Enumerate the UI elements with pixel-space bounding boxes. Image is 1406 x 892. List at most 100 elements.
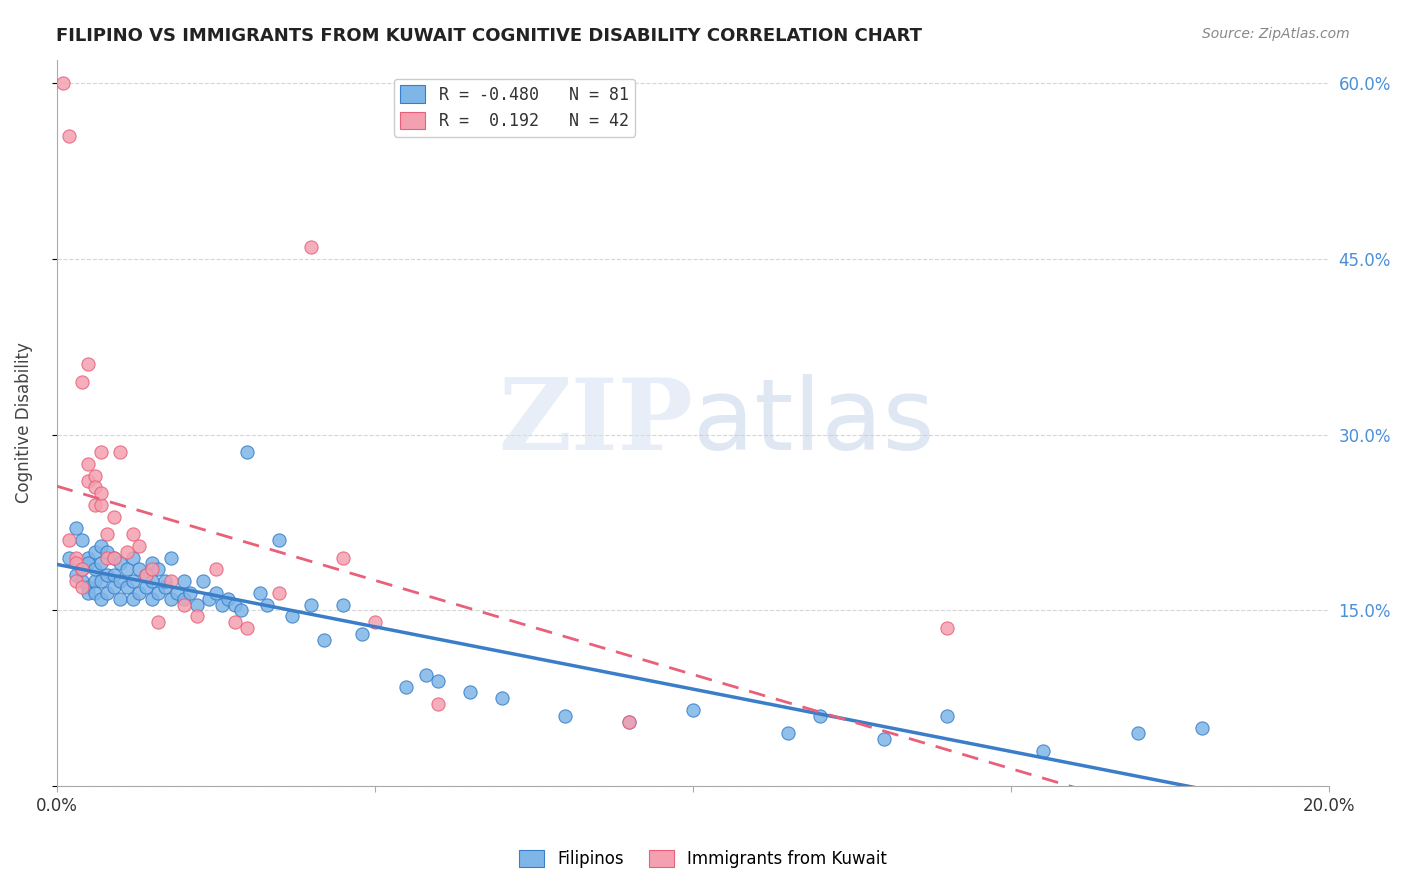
Point [617, 714, 640, 729]
Point [77, 580, 100, 594]
Point [224, 598, 246, 612]
Y-axis label: Cognitive Disability: Cognitive Disability [15, 343, 32, 503]
Point [70, 562, 93, 576]
Point [256, 598, 278, 612]
Point [122, 591, 145, 606]
Point [395, 680, 418, 694]
Point [269, 533, 291, 547]
Point [103, 568, 125, 582]
Point [141, 574, 163, 588]
Point [77, 357, 100, 371]
Point [427, 697, 450, 711]
Point [65, 574, 87, 588]
Point [1126, 726, 1149, 740]
Point [115, 580, 138, 594]
Text: ZIP: ZIP [498, 375, 693, 471]
Point [249, 586, 271, 600]
Point [281, 609, 304, 624]
Point [682, 703, 704, 717]
Point [83, 480, 105, 494]
Point [173, 574, 195, 588]
Point [332, 598, 354, 612]
Point [58, 533, 80, 547]
Point [160, 550, 183, 565]
Point [103, 509, 125, 524]
Point [173, 598, 195, 612]
Point [96, 527, 118, 541]
Point [77, 550, 100, 565]
Point [110, 557, 132, 571]
Point [224, 615, 246, 629]
Point [217, 591, 239, 606]
Point [160, 591, 183, 606]
Point [90, 557, 112, 571]
Point [141, 562, 163, 576]
Point [103, 580, 125, 594]
Point [83, 468, 105, 483]
Point [204, 562, 226, 576]
Point [299, 598, 322, 612]
Point [77, 586, 100, 600]
Point [96, 568, 118, 582]
Point [77, 475, 100, 489]
Point [83, 498, 105, 512]
Point [115, 545, 138, 559]
Point [186, 609, 208, 624]
Point [173, 591, 195, 606]
Point [90, 591, 112, 606]
Point [160, 574, 183, 588]
Point [90, 498, 112, 512]
Point [269, 586, 291, 600]
Point [166, 586, 188, 600]
Point [148, 562, 170, 576]
Point [110, 445, 132, 459]
Point [128, 562, 150, 576]
Point [52, 76, 75, 90]
Point [128, 539, 150, 553]
Point [90, 445, 112, 459]
Point [65, 568, 87, 582]
Point [70, 562, 93, 576]
Point [872, 732, 894, 747]
Point [236, 445, 259, 459]
Point [332, 550, 354, 565]
Point [83, 586, 105, 600]
Point [65, 550, 87, 565]
Point [299, 240, 322, 254]
Point [83, 574, 105, 588]
Point [70, 580, 93, 594]
Text: Source: ZipAtlas.com: Source: ZipAtlas.com [1202, 27, 1350, 41]
Point [148, 615, 170, 629]
Point [458, 685, 481, 699]
Point [83, 562, 105, 576]
Point [122, 574, 145, 588]
Point [103, 550, 125, 565]
Point [1191, 721, 1213, 735]
Point [363, 615, 385, 629]
Point [128, 586, 150, 600]
Point [70, 375, 93, 389]
Point [115, 562, 138, 576]
Point [153, 574, 176, 588]
Point [103, 550, 125, 565]
Point [491, 691, 513, 706]
Point [110, 591, 132, 606]
Point [135, 568, 157, 582]
Point [312, 632, 335, 647]
Point [186, 598, 208, 612]
Point [65, 521, 87, 535]
Point [236, 621, 259, 635]
Point [554, 709, 576, 723]
Point [122, 527, 145, 541]
Point [90, 539, 112, 553]
Point [808, 709, 831, 723]
Point [96, 550, 118, 565]
Legend: R = -0.480   N = 81, R =  0.192   N = 42: R = -0.480 N = 81, R = 0.192 N = 42 [394, 78, 636, 136]
Point [936, 621, 959, 635]
Point [427, 673, 450, 688]
Point [204, 586, 226, 600]
Point [211, 598, 233, 612]
Legend: Filipinos, Immigrants from Kuwait: Filipinos, Immigrants from Kuwait [512, 843, 894, 875]
Text: atlas: atlas [693, 375, 935, 471]
Point [153, 580, 176, 594]
